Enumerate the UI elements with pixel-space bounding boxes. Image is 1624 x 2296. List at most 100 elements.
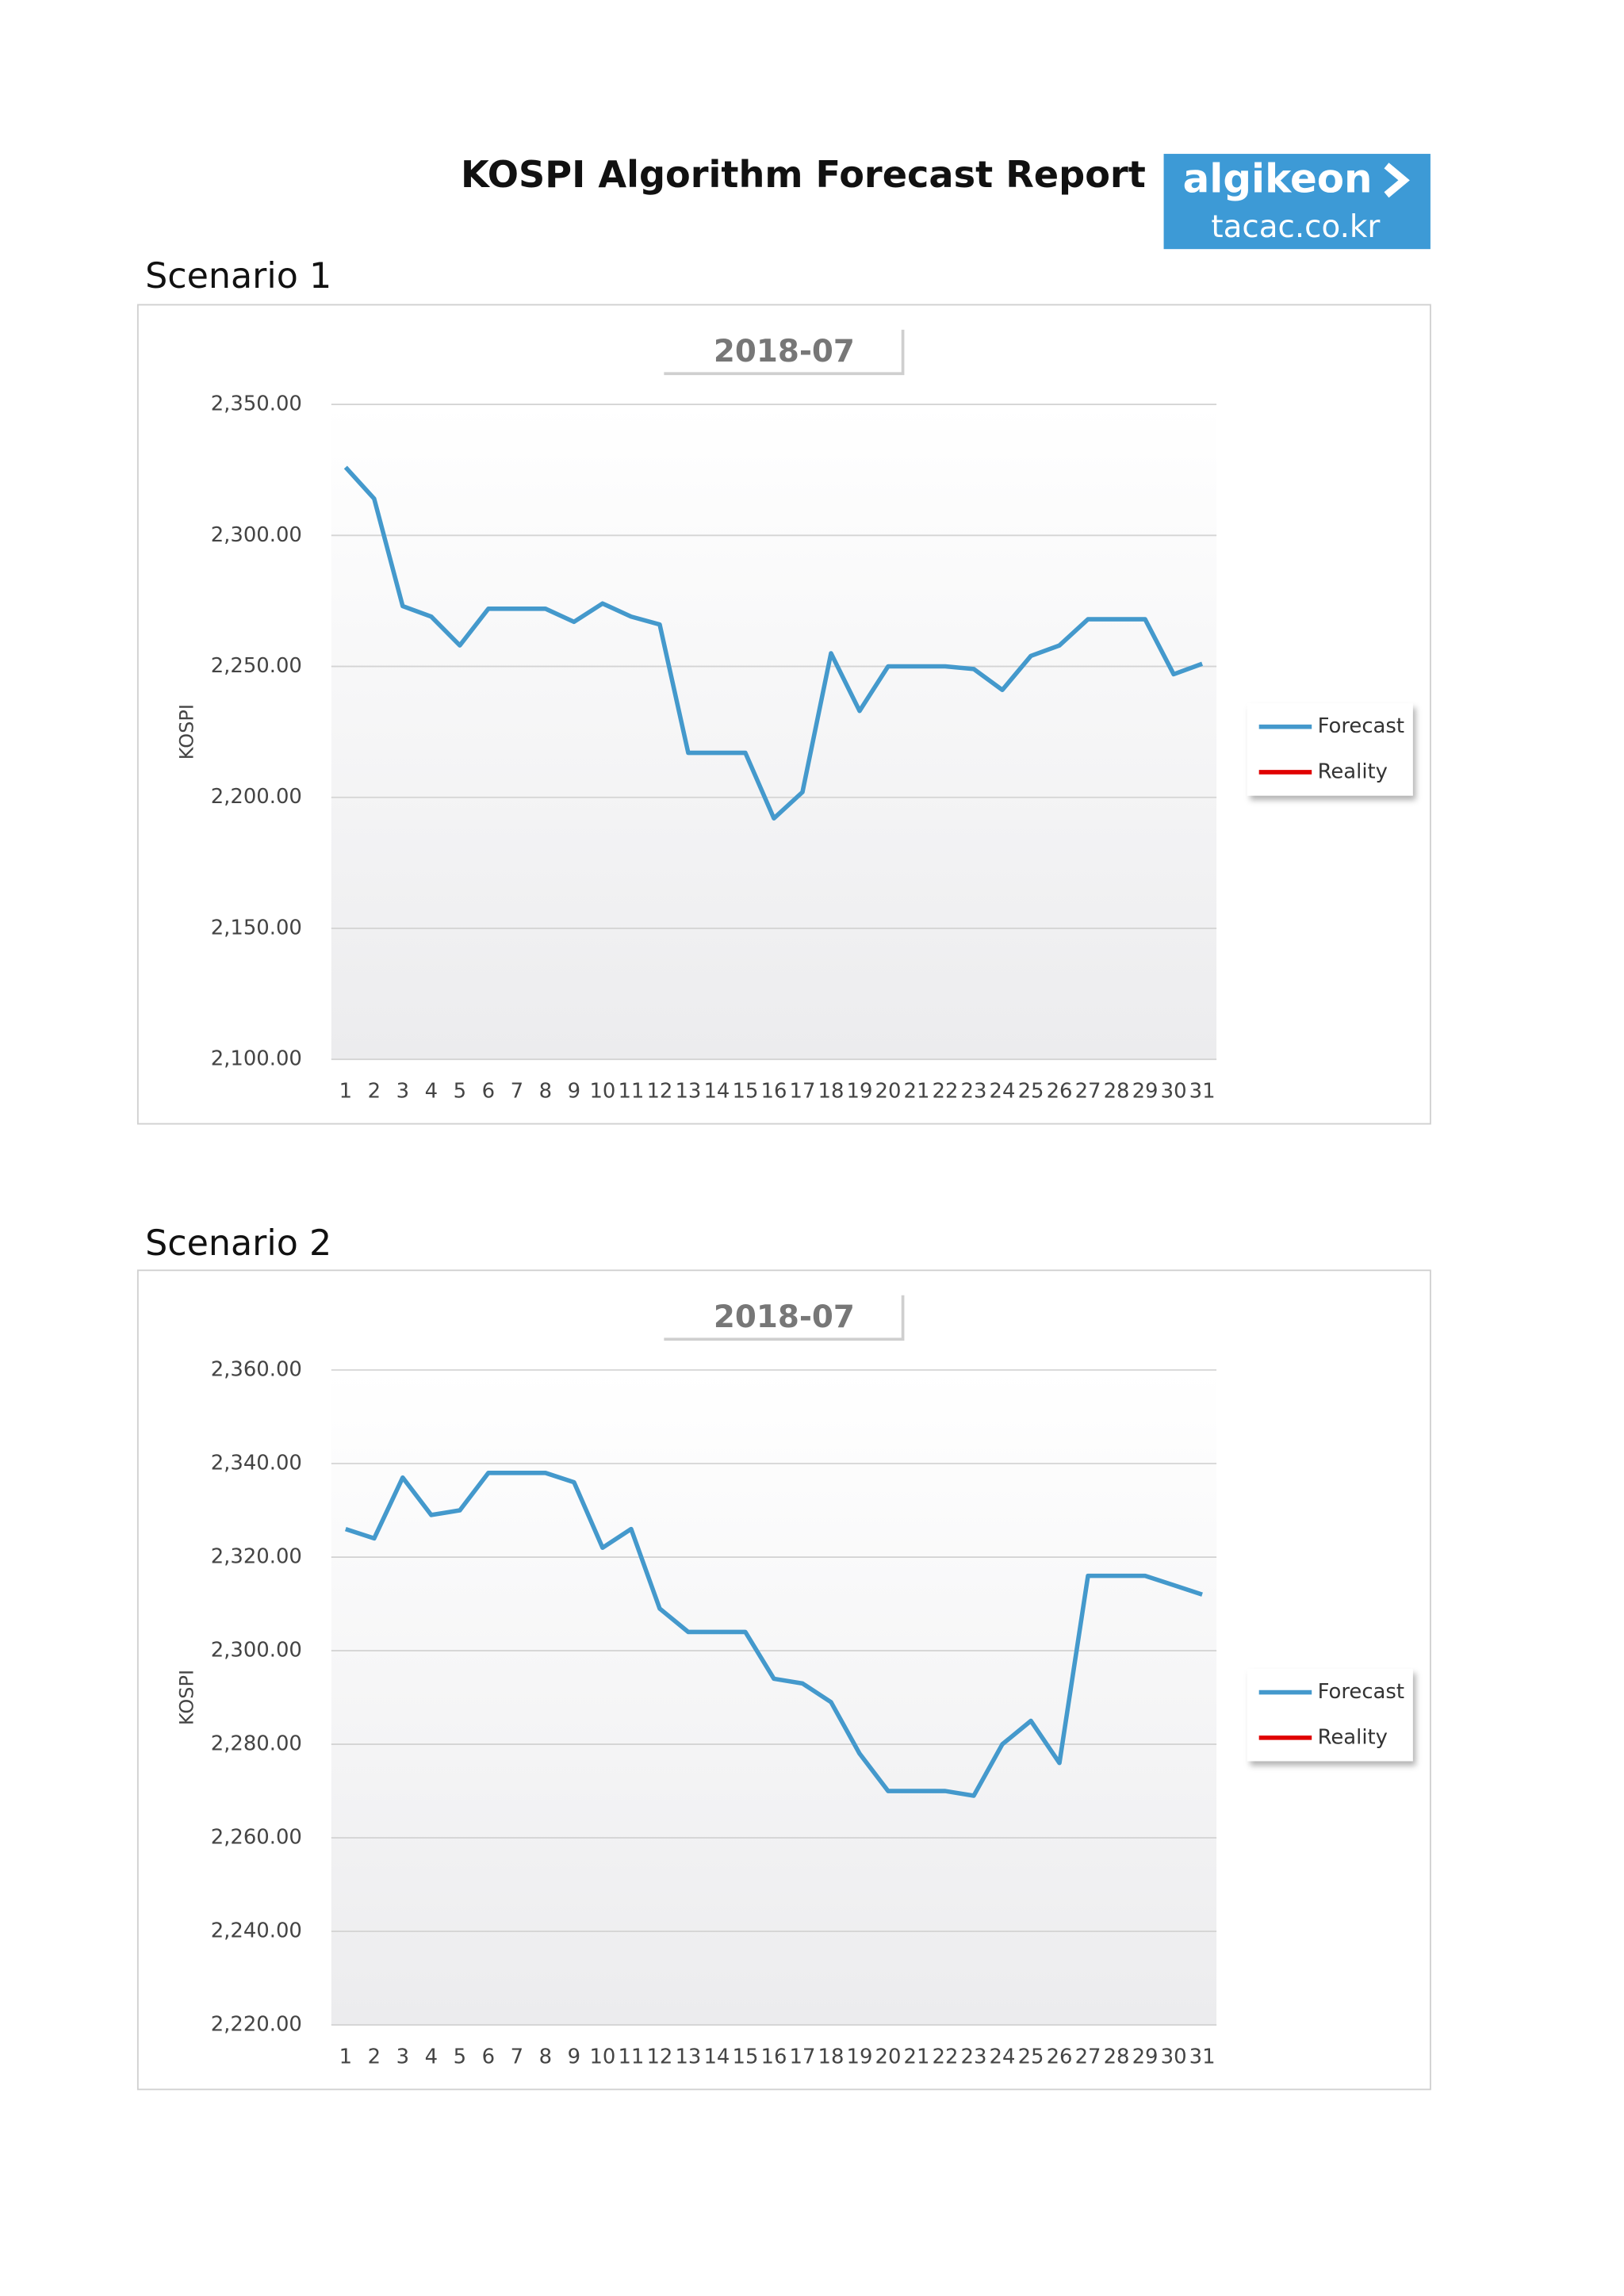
y-tick-label: 2,360.00: [211, 1357, 302, 1381]
y-tick-label: 2,240.00: [211, 1919, 302, 1943]
x-tick-label: 26: [1047, 1079, 1073, 1103]
y-axis-label: KOSPI: [176, 704, 198, 760]
x-tick-label: 7: [511, 2045, 523, 2068]
y-tick-label: 2,100.00: [211, 1047, 302, 1071]
x-tick-label: 27: [1075, 1079, 1101, 1103]
chart-title: 2018-07: [714, 1299, 855, 1335]
x-tick-label: 9: [568, 2045, 580, 2068]
x-tick-label: 6: [482, 1079, 495, 1103]
x-tick-label: 28: [1104, 1079, 1130, 1103]
legend-box: [1247, 703, 1413, 796]
x-tick-label: 9: [568, 1079, 580, 1103]
x-tick-label: 22: [933, 2045, 959, 2068]
legend-box: [1247, 1669, 1413, 1762]
y-tick-label: 2,280.00: [211, 1732, 302, 1756]
chart-title-box: [664, 1295, 903, 1340]
y-tick-label: 2,320.00: [211, 1545, 302, 1569]
legend-label: Forecast: [1318, 714, 1404, 738]
x-tick-label: 7: [511, 1079, 523, 1103]
x-tick-label: 2: [368, 1079, 381, 1103]
logo-bottom: tacac.co.kr: [1211, 209, 1380, 245]
x-tick-label: 18: [818, 2045, 845, 2068]
x-tick-label: 8: [539, 1079, 552, 1103]
x-tick-label: 26: [1047, 2045, 1073, 2068]
x-tick-label: 21: [904, 2045, 930, 2068]
y-tick-label: 2,350.00: [211, 392, 302, 416]
x-tick-label: 30: [1161, 1079, 1187, 1103]
series-line: [343, 465, 1204, 821]
x-tick-label: 4: [425, 2045, 438, 2068]
chart-title-border: [664, 329, 905, 376]
x-tick-label: 3: [396, 2045, 409, 2068]
x-tick-label: 19: [847, 1079, 873, 1103]
y-axis-label: KOSPI: [176, 1670, 198, 1725]
x-tick-label: 3: [396, 1079, 409, 1103]
x-tick-label: 23: [961, 1079, 987, 1103]
legend-label: Reality: [1318, 1725, 1388, 1749]
x-tick-label: 31: [1189, 2045, 1216, 2068]
plot-area: [331, 1369, 1217, 2026]
x-tick-label: 25: [1018, 2045, 1044, 2068]
y-tick-label: 2,340.00: [211, 1452, 302, 1475]
x-tick-label: 25: [1018, 1079, 1044, 1103]
x-tick-label: 8: [539, 2045, 552, 2068]
x-tick-label: 5: [454, 2045, 466, 2068]
x-tick-label: 22: [933, 1079, 959, 1103]
x-tick-label: 20: [875, 1079, 902, 1103]
x-tick-label: 31: [1189, 1079, 1216, 1103]
x-tick-label: 27: [1075, 2045, 1101, 2068]
chart-title-box: [664, 329, 903, 374]
x-tick-label: 5: [454, 1079, 466, 1103]
x-tick-label: 12: [646, 1079, 672, 1103]
report-title: KOSPI Algorithm Forecast Report: [461, 153, 1146, 196]
y-tick-label: 2,300.00: [211, 523, 302, 547]
x-tick-label: 29: [1132, 1079, 1159, 1103]
series-line: [344, 1471, 1203, 1798]
x-tick-label: 24: [990, 1079, 1016, 1103]
x-tick-label: 11: [618, 1079, 644, 1103]
section-label: Scenario 2: [145, 1223, 331, 1264]
x-tick-label: 4: [425, 1079, 438, 1103]
logo-top: algikeon: [1183, 156, 1373, 202]
x-tick-label: 12: [646, 2045, 672, 2068]
x-tick-label: 14: [703, 1079, 730, 1103]
x-tick-label: 16: [760, 1079, 787, 1103]
x-tick-label: 30: [1161, 2045, 1187, 2068]
x-tick-label: 16: [760, 2045, 787, 2068]
x-tick-label: 13: [675, 2045, 701, 2068]
y-tick-label: 2,300.00: [211, 1639, 302, 1663]
y-tick-label: 2,250.00: [211, 654, 302, 678]
x-tick-label: 10: [589, 2045, 615, 2068]
x-tick-label: 19: [847, 2045, 873, 2068]
x-tick-label: 11: [618, 2045, 644, 2068]
x-tick-label: 18: [818, 1079, 845, 1103]
legend-label: Forecast: [1318, 1680, 1404, 1704]
x-tick-label: 17: [790, 2045, 816, 2068]
x-tick-label: 17: [790, 1079, 816, 1103]
x-tick-label: 1: [339, 1079, 352, 1103]
x-tick-label: 20: [875, 2045, 902, 2068]
chart-title: 2018-07: [714, 334, 855, 369]
x-tick-label: 15: [732, 1079, 758, 1103]
x-tick-label: 28: [1104, 2045, 1130, 2068]
x-tick-label: 1: [339, 2045, 352, 2068]
plot-area: [331, 404, 1217, 1060]
y-tick-label: 2,200.00: [211, 785, 302, 809]
x-tick-label: 23: [961, 2045, 987, 2068]
y-tick-label: 2,220.00: [211, 2013, 302, 2037]
x-tick-label: 2: [368, 2045, 381, 2068]
x-tick-label: 15: [732, 2045, 758, 2068]
legend-label: Reality: [1318, 760, 1388, 783]
logo-chevron: [1384, 163, 1410, 198]
section-label: Scenario 1: [145, 256, 331, 297]
x-tick-label: 21: [904, 1079, 930, 1103]
x-tick-label: 29: [1132, 2045, 1159, 2068]
chart-title-border: [664, 1295, 905, 1341]
x-tick-label: 24: [990, 2045, 1016, 2068]
y-tick-label: 2,260.00: [211, 1826, 302, 1850]
x-tick-label: 10: [589, 1079, 615, 1103]
x-tick-label: 13: [675, 1079, 701, 1103]
x-tick-label: 14: [703, 2045, 730, 2068]
